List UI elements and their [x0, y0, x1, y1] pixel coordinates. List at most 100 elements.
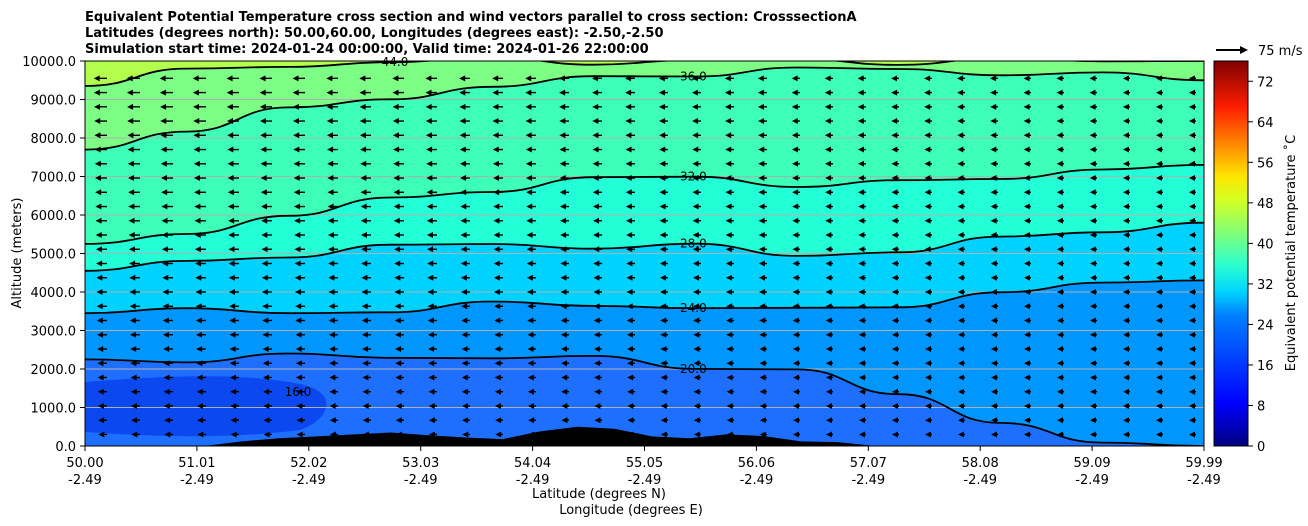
wind-vector-head [1090, 388, 1096, 395]
wind-vector-head [559, 175, 566, 182]
contour-label-24: 24.0 [680, 301, 707, 315]
wind-vector-head [160, 146, 167, 153]
wind-vector-head [326, 118, 333, 125]
wind-vector-head [195, 289, 202, 295]
wind-vector-head [227, 160, 234, 167]
wind-vector-head [227, 146, 234, 153]
wind-vector-head [197, 431, 204, 438]
wind-vector-head [163, 374, 170, 381]
wind-vector-head [792, 189, 799, 196]
wind-vector-head [326, 132, 333, 139]
wind-vector-head [825, 317, 832, 324]
x-tick-label-lon: -2.49 [851, 473, 885, 488]
wind-vector-head [1089, 89, 1096, 96]
wind-vector-head [726, 345, 733, 352]
wind-vector-head [194, 203, 201, 210]
wind-vector-head [1056, 160, 1063, 167]
wind-vector-head [626, 246, 633, 253]
wind-vector-head [924, 189, 931, 196]
wind-vector-head [1056, 118, 1063, 125]
wind-vector-head [626, 317, 633, 324]
wind-vector-head [593, 217, 600, 224]
wind-vector-head [263, 402, 270, 409]
x-tick-label-lat: 54.04 [514, 456, 551, 471]
y-tick-label: 2000.0 [31, 363, 77, 378]
wind-vector-head [525, 132, 532, 139]
x-tick-label-lon: -2.49 [292, 473, 326, 488]
wind-vector-head [990, 160, 997, 167]
wind-vector-head [594, 388, 601, 395]
x-axis-label-latitude: Latitude (degrees N) [532, 487, 666, 502]
colorbar-tick-label: 40 [1257, 237, 1274, 252]
wind-vector-head [1023, 203, 1030, 210]
x-tick-label-lon: -2.49 [1187, 473, 1221, 488]
wind-vector-head [159, 89, 166, 96]
wind-vector-head [1156, 232, 1162, 239]
x-tick-label-lon: -2.49 [963, 473, 997, 488]
wind-vector-head [130, 374, 137, 381]
wind-vector-head [1189, 360, 1195, 367]
wind-vector-head [1123, 175, 1129, 182]
wind-vector-head [1188, 89, 1195, 96]
wind-vector-head [594, 402, 601, 409]
wind-vector-head [925, 402, 931, 409]
wind-vector-head [793, 431, 799, 438]
wind-vector-head [1057, 317, 1063, 324]
wind-vector-head [161, 203, 168, 210]
wind-vector-head [825, 360, 832, 367]
wind-vector-head [892, 388, 898, 395]
wind-vector-head [494, 360, 501, 367]
x-tick-label-lat: 55.05 [626, 456, 663, 471]
wind-vector-head [659, 217, 666, 224]
wind-vector-head [163, 402, 170, 409]
wind-vector-head [594, 417, 601, 424]
wind-vectors [93, 75, 1196, 438]
wind-vector-head [392, 132, 399, 139]
colorbar: 0 8 16 24 32 40 48 56 64 72 Equivalent potential … [1213, 60, 1299, 455]
wind-vector-head [426, 203, 433, 210]
wind-vector-head [1123, 160, 1129, 167]
wind-vector-head [1056, 146, 1063, 153]
y-tick-label: 9000.0 [31, 94, 77, 109]
wind-vector-head [1024, 289, 1030, 295]
y-tick-label: 0.0 [55, 440, 76, 455]
wind-vector-head [957, 89, 964, 96]
wind-vector-head [1024, 360, 1030, 367]
x-tick-label-lon: -2.49 [628, 473, 662, 488]
wind-vector-head [659, 260, 666, 267]
wind-vector-head [328, 331, 335, 338]
wind-vector-head [1189, 417, 1195, 424]
wind-vector-head [395, 374, 402, 381]
wind-vector-head [127, 132, 134, 139]
wind-vector-head [97, 345, 104, 352]
wind-vector-head [527, 317, 534, 324]
x-tick-label-lat: 52.02 [290, 456, 327, 471]
wind-vector-head [991, 388, 997, 395]
wind-vector-head [825, 189, 832, 196]
wind-vector-head [261, 232, 268, 239]
wind-vector-head [293, 160, 300, 167]
wind-vector-head [1123, 417, 1129, 424]
wind-vector-head [627, 417, 634, 424]
wind-vector-head [526, 274, 533, 281]
wind-vector-head [362, 402, 369, 409]
wind-vector-head [262, 317, 269, 324]
colorbar-tick-label: 56 [1257, 156, 1274, 171]
wind-vector-head [526, 246, 533, 253]
wind-vector-head [759, 402, 766, 409]
y-tick-label: 5000.0 [31, 248, 77, 263]
wind-vector-head [1089, 217, 1096, 224]
wind-vector-head [990, 217, 997, 224]
wind-vector-head [1189, 217, 1195, 224]
wind-vector-head [361, 260, 368, 267]
wind-vector-head [296, 431, 303, 438]
wind-vector-head [1057, 303, 1063, 310]
wind-vector-head [592, 160, 599, 167]
wind-vector-head [825, 175, 832, 182]
wind-vector-head [924, 175, 931, 182]
wind-vector-head [1024, 331, 1030, 338]
wind-vector-head [693, 331, 700, 338]
wind-vector-head [296, 417, 303, 424]
wind-vector-head [725, 118, 732, 125]
x-tick-label-lat: 59.09 [1073, 456, 1110, 471]
